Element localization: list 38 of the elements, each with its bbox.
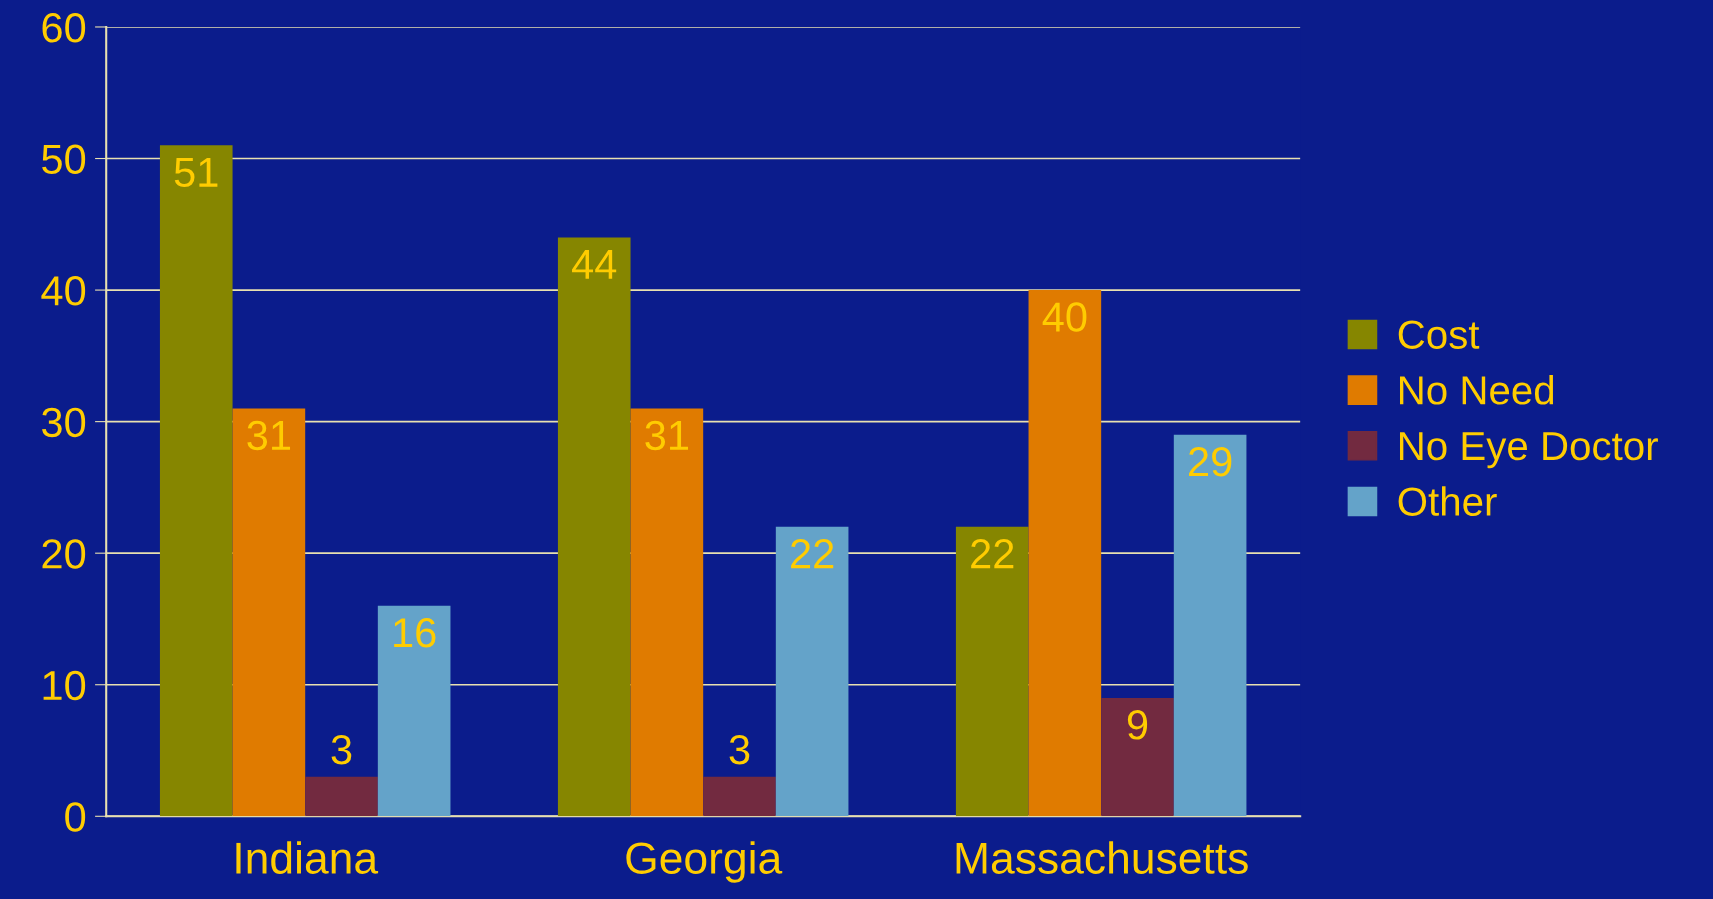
data-label: 22 — [791, 539, 834, 569]
bar — [377, 605, 451, 817]
bar — [557, 237, 631, 817]
bar — [159, 145, 233, 817]
data-label: 31 — [645, 420, 689, 451]
data-label: 3 — [729, 734, 750, 765]
y-tick-label: 10 — [43, 670, 86, 701]
data-label: 40 — [1042, 302, 1087, 332]
legend-label: Cost — [1398, 320, 1480, 349]
y-tick-label: 60 — [42, 12, 86, 43]
legend-label: Other — [1398, 486, 1497, 516]
data-label: 44 — [572, 250, 617, 279]
y-tick-label: 50 — [42, 144, 86, 175]
bar — [630, 408, 704, 817]
y-tick-label: 30 — [42, 407, 86, 438]
x-tick-label: Massachusetts — [956, 841, 1248, 874]
data-label: 29 — [1189, 447, 1232, 477]
bar — [703, 776, 776, 817]
legend-label: No Need — [1399, 375, 1554, 405]
data-label: 16 — [394, 618, 436, 648]
legend-label: No Eye Doctor — [1399, 432, 1658, 469]
bar — [1173, 434, 1247, 817]
bar — [775, 526, 849, 817]
data-label: 3 — [331, 734, 352, 765]
data-label: 9 — [1127, 710, 1148, 740]
bar — [955, 526, 1029, 817]
data-label: 22 — [971, 539, 1014, 569]
bar — [305, 776, 378, 817]
data-label: 51 — [174, 158, 218, 188]
y-tick-label: 40 — [41, 276, 86, 306]
data-label: 31 — [247, 420, 291, 451]
y-tick-label: 0 — [65, 802, 86, 832]
y-tick-label: 20 — [42, 539, 86, 569]
x-tick-label: Georgia — [626, 841, 783, 883]
bar — [1101, 697, 1174, 817]
bar — [1028, 290, 1102, 817]
bar — [232, 408, 306, 817]
x-tick-label: Indiana — [236, 841, 379, 874]
